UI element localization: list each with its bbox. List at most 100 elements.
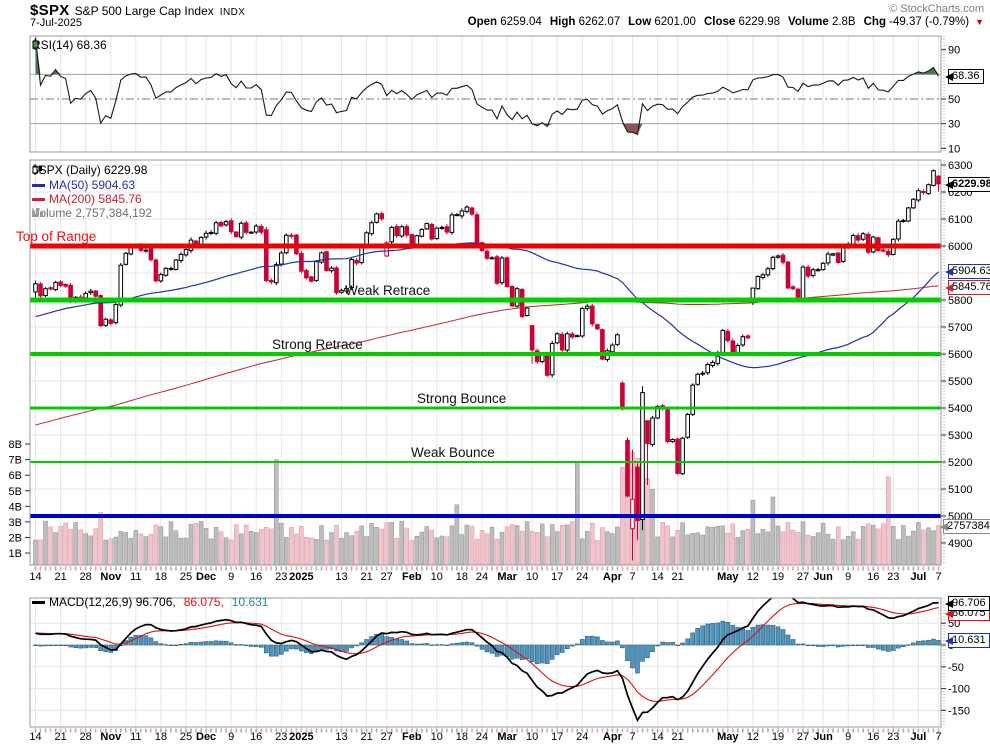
rsi-legend: RSI(14) 68.36	[32, 39, 107, 52]
svg-text:-100: -100	[948, 684, 970, 696]
svg-text:Dec: Dec	[196, 571, 216, 583]
svg-text:7: 7	[629, 571, 635, 583]
svg-text:10: 10	[526, 731, 538, 743]
svg-text:5400: 5400	[948, 403, 972, 415]
ma200-legend: MA(200) 5845.76	[32, 193, 142, 206]
quote-summary-row: Open 6259.04 High 6262.07 Low 6201.00 Cl…	[468, 16, 984, 28]
svg-text:10: 10	[431, 731, 443, 743]
svg-text:18: 18	[155, 571, 167, 583]
svg-text:13: 13	[335, 571, 347, 583]
quote-high: High 6262.07	[549, 16, 621, 28]
volume-value-box: 2757384	[940, 519, 990, 534]
svg-text:5B: 5B	[9, 486, 22, 498]
quote-change: Chg -49.37 (-0.79%)	[863, 16, 970, 28]
svg-text:9: 9	[845, 731, 851, 743]
svg-text:Feb: Feb	[402, 731, 422, 743]
exchange-label: INDX	[219, 7, 246, 18]
panel-borders	[29, 35, 945, 728]
macd-plot	[33, 598, 941, 723]
svg-text:Nov: Nov	[100, 571, 122, 583]
svg-text:5600: 5600	[948, 349, 972, 361]
ma50-line-icon	[32, 184, 45, 187]
svg-text:24: 24	[476, 571, 488, 583]
rsi-indicator-icon	[32, 39, 39, 50]
svg-text:Jul: Jul	[910, 731, 926, 743]
symbol-legend: $SPX (Daily) 6229.98	[32, 164, 147, 177]
svg-text:19: 19	[772, 571, 784, 583]
change-down-icon: ▼	[975, 17, 984, 27]
svg-text:12: 12	[747, 571, 759, 583]
svg-text:Mar: Mar	[497, 571, 517, 583]
svg-text:7: 7	[629, 731, 635, 743]
svg-text:11: 11	[130, 571, 141, 583]
svg-text:21: 21	[360, 731, 372, 743]
index-name: S&P 500 Large Cap Index	[74, 4, 214, 18]
macd-hist-value: 10.631	[231, 595, 269, 609]
ma50-legend: MA(50) 5904.63	[32, 179, 135, 192]
macd-value-box: 96.706	[945, 596, 990, 611]
svg-text:2025: 2025	[289, 571, 313, 583]
svg-text:5100: 5100	[948, 484, 972, 496]
close-price-box: 6229.98	[945, 177, 990, 192]
gridlines	[30, 36, 941, 727]
svg-text:-150: -150	[948, 705, 970, 717]
svg-text:7: 7	[935, 571, 941, 583]
svg-text:24: 24	[576, 731, 588, 743]
svg-text:6000: 6000	[948, 241, 972, 253]
svg-text:Feb: Feb	[402, 571, 422, 583]
svg-text:27: 27	[381, 731, 393, 743]
quote-open: Open 6259.04	[467, 16, 542, 28]
axis-labels: 9050301063006200610060005800570056005500…	[9, 45, 973, 743]
svg-text:3B: 3B	[9, 517, 22, 529]
svg-text:18: 18	[456, 731, 468, 743]
svg-text:23: 23	[275, 571, 287, 583]
svg-text:5200: 5200	[948, 457, 972, 469]
svg-text:27: 27	[797, 571, 809, 583]
svg-text:2025: 2025	[289, 731, 313, 743]
svg-text:10: 10	[431, 571, 443, 583]
macd-line-icon	[32, 601, 45, 604]
svg-text:27: 27	[797, 731, 809, 743]
svg-text:9: 9	[845, 571, 851, 583]
svg-text:21: 21	[54, 571, 66, 583]
svg-text:17: 17	[551, 571, 563, 583]
svg-text:27: 27	[381, 571, 393, 583]
svg-text:Apr: Apr	[603, 571, 623, 583]
svg-text:23: 23	[887, 731, 899, 743]
ma200-legend-label: MA(200) 5845.76	[49, 192, 142, 206]
ma200-line-icon	[32, 198, 45, 201]
svg-text:14: 14	[29, 571, 41, 583]
annotation-label: Weak Bounce	[411, 445, 495, 460]
annotation-label: Strong Bounce	[417, 391, 506, 406]
svg-text:6B: 6B	[9, 470, 22, 482]
ma200-value-box: 5845.76	[945, 280, 990, 295]
svg-text:25: 25	[180, 571, 192, 583]
svg-text:10: 10	[948, 143, 960, 155]
svg-text:14: 14	[651, 731, 663, 743]
svg-text:7: 7	[935, 731, 941, 743]
svg-text:6100: 6100	[948, 214, 972, 226]
svg-text:21: 21	[54, 731, 66, 743]
svg-text:Mar: Mar	[497, 731, 517, 743]
svg-text:16: 16	[250, 731, 262, 743]
svg-text:24: 24	[576, 571, 588, 583]
symbol-legend-label: $SPX (Daily) 6229.98	[32, 163, 148, 177]
ticker-symbol: $SPX	[30, 2, 70, 19]
svg-text:4900: 4900	[948, 538, 972, 550]
svg-text:50: 50	[948, 618, 960, 630]
copyright-text: © StockCharts.com	[889, 3, 984, 15]
svg-text:30: 30	[948, 119, 960, 131]
svg-text:6300: 6300	[948, 160, 972, 172]
svg-text:7B: 7B	[9, 455, 22, 467]
svg-text:5500: 5500	[948, 376, 972, 388]
svg-text:Jun: Jun	[813, 731, 833, 743]
svg-text:24: 24	[476, 731, 488, 743]
svg-text:Jun: Jun	[813, 571, 833, 583]
svg-text:Apr: Apr	[603, 731, 623, 743]
svg-text:17: 17	[551, 731, 563, 743]
macd-signal-value: 86.075,	[183, 595, 224, 609]
svg-text:23: 23	[275, 731, 287, 743]
macd-hist-box: 10.631	[945, 633, 990, 648]
svg-text:90: 90	[948, 45, 960, 57]
